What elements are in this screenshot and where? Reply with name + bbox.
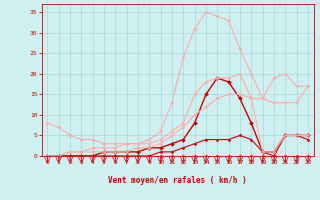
- X-axis label: Vent moyen/en rafales ( km/h ): Vent moyen/en rafales ( km/h ): [108, 176, 247, 185]
